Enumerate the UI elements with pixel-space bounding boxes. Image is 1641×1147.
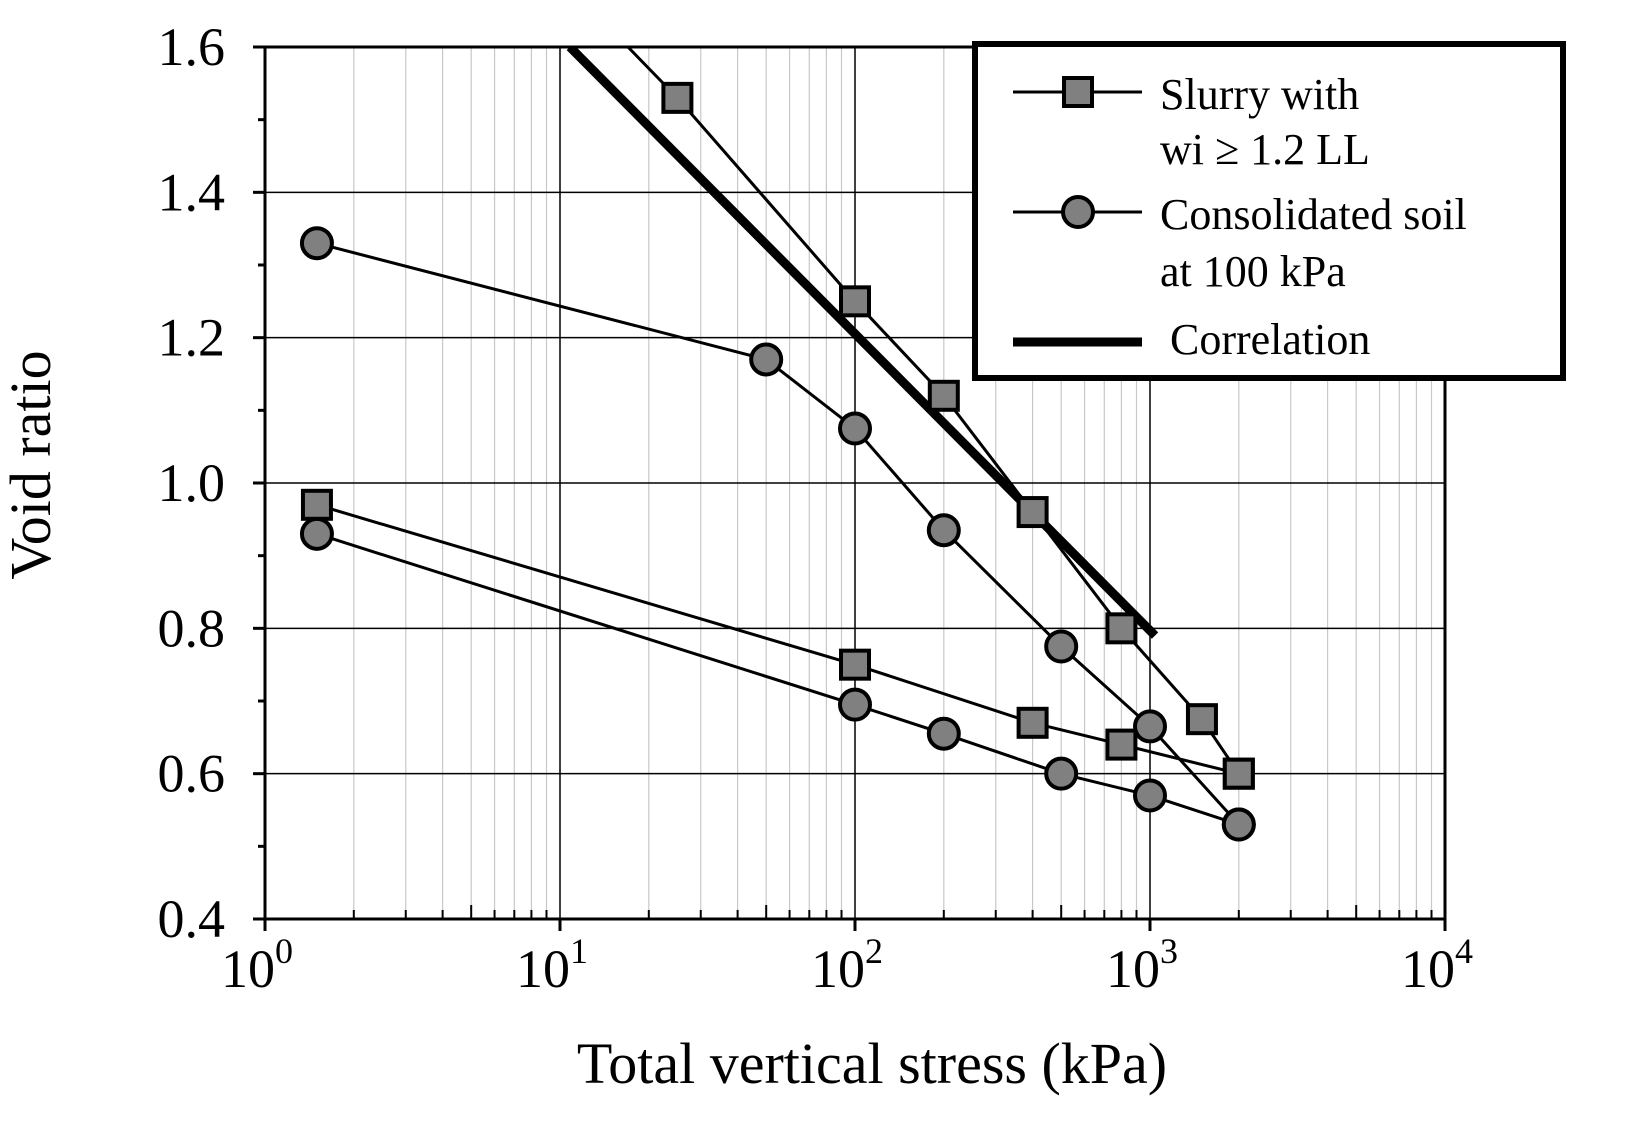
legend-label: Slurry with <box>1160 70 1359 119</box>
y-tick-label: 1.4 <box>158 162 226 222</box>
correlation-line <box>566 47 1159 639</box>
square-marker <box>1016 496 1049 529</box>
circle-marker <box>749 342 784 377</box>
square-marker <box>1016 706 1049 739</box>
y-tick-label: 1.6 <box>158 17 226 77</box>
y-tick-label: 1.0 <box>158 453 226 513</box>
x-tick-label: 100 <box>221 931 293 999</box>
y-tick-label: 0.8 <box>158 598 226 658</box>
legend-label: Consolidated soil <box>1160 190 1467 239</box>
square-marker <box>1105 728 1138 761</box>
square-marker <box>1062 76 1094 108</box>
square-marker <box>1185 703 1218 736</box>
x-tick-base: 10 <box>1401 939 1455 999</box>
square-marker <box>839 285 871 318</box>
circle-marker <box>299 516 334 551</box>
circle-marker <box>1044 629 1079 664</box>
x-tick-exponent: 2 <box>865 931 883 971</box>
circle-marker <box>1221 807 1256 842</box>
legend-label: wi ≥ 1.2 LL <box>1160 125 1370 174</box>
square-marker <box>300 488 333 521</box>
legend: Slurry with wi ≥ 1.2 LL Consolidated soil a… <box>972 41 1566 381</box>
x-tick-exponent: 4 <box>1455 931 1473 971</box>
x-tick-base: 10 <box>1106 939 1160 999</box>
square-marker <box>661 81 694 114</box>
y-axis-title: Void ratio <box>0 350 63 579</box>
y-tick-label: 1.2 <box>158 308 226 368</box>
circle-marker <box>1044 756 1079 791</box>
circle-marker <box>1061 195 1095 229</box>
x-tick-exponent: 0 <box>275 931 293 971</box>
x-tick-label: 102 <box>811 931 883 999</box>
y-tick-label: 0.4 <box>158 889 226 949</box>
square-marker <box>839 648 871 681</box>
square-marker <box>927 379 960 412</box>
x-tick-label: 104 <box>1401 931 1473 999</box>
square-marker <box>1222 757 1255 790</box>
circle-marker <box>299 226 334 261</box>
y-tick-label: 0.6 <box>158 744 226 804</box>
series-line <box>316 503 1240 776</box>
circle-marker <box>838 411 872 446</box>
x-tick-base: 10 <box>516 939 570 999</box>
x-tick-base: 10 <box>221 939 275 999</box>
circle-marker <box>926 716 961 751</box>
circle-marker <box>926 513 961 548</box>
circle-marker <box>838 687 872 722</box>
square-marker <box>1105 612 1138 645</box>
plot-frame <box>263 45 1447 921</box>
legend-label: Correlation <box>1170 315 1370 364</box>
circle-marker <box>1133 709 1167 744</box>
circle-marker <box>1133 778 1167 813</box>
x-tick-label: 103 <box>1106 931 1178 999</box>
x-tick-exponent: 1 <box>570 931 588 971</box>
x-tick-label: 101 <box>516 931 588 999</box>
marker-layer <box>299 81 1256 842</box>
x-tick-base: 10 <box>811 939 865 999</box>
legend-label: at 100 kPa <box>1160 247 1346 296</box>
x-axis-title: Total vertical stress (kPa) <box>577 1031 1167 1096</box>
x-tick-exponent: 3 <box>1160 931 1178 971</box>
